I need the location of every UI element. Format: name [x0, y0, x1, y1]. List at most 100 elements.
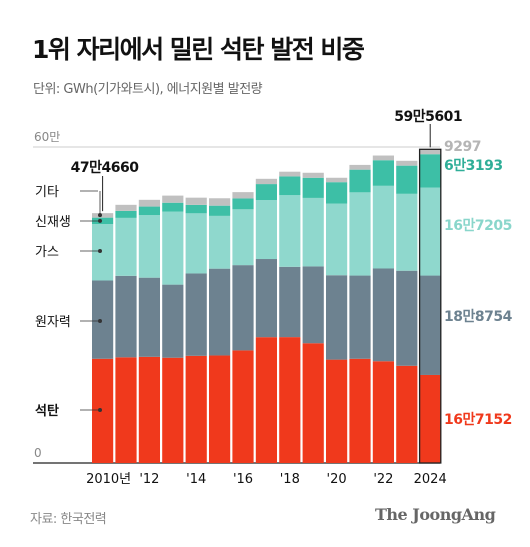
bar-segment-other-2019 [302, 172, 324, 178]
bar-segment-other-2017 [255, 178, 277, 185]
bar-segment-other-2024 [419, 149, 441, 155]
chart-title: 1위 자리에서 밀린 석탄 발전 비중 [32, 35, 365, 64]
bar-segment-renewable-2013 [162, 202, 184, 212]
bar-segment-gas-2019 [302, 197, 324, 267]
bar-segment-other-2020 [326, 177, 348, 183]
value-label-gas: 16만7205 [444, 218, 512, 234]
bar-segment-other-2023 [396, 160, 418, 166]
bar-segment-gas-2015 [209, 215, 231, 269]
bar-segment-nuclear-2022 [372, 268, 394, 362]
bar-segment-renewable-2024 [419, 154, 441, 188]
source-note: 자료: 한국전력 [30, 512, 107, 527]
x-tick-label: '18 [280, 472, 300, 487]
bar-segment-coal-2018 [279, 337, 301, 463]
legend-label-renewable: 신재생 [35, 215, 71, 230]
bar-segment-gas-2011 [115, 217, 137, 276]
bar-segment-other-2021 [349, 164, 371, 170]
x-tick-label: '16 [233, 472, 253, 487]
bar-segment-gas-2013 [162, 211, 184, 285]
x-tick-label: 2024 [414, 472, 447, 487]
bar-segment-coal-2012 [138, 356, 160, 463]
bar-segment-gas-2023 [396, 193, 418, 271]
bar-segment-nuclear-2012 [138, 277, 160, 357]
bar-highlight-2024 [418, 148, 442, 464]
bar-segment-other-2016 [232, 192, 254, 199]
bar-segment-renewable-2021 [349, 169, 371, 193]
bar-segment-other-2015 [209, 198, 231, 206]
bar-segment-gas-2022 [372, 185, 394, 269]
value-label-nuclear: 18만8754 [444, 309, 513, 325]
x-tick-label: '14 [186, 472, 206, 487]
y-tick-label: 60만 [34, 130, 60, 144]
bar-segment-renewable-2018 [279, 176, 301, 196]
bar-segment-renewable-2015 [209, 205, 231, 216]
annotation-total-2010: 47만4660 [71, 160, 140, 176]
bar-segment-gas-2024 [419, 187, 441, 276]
bar-segment-coal-2019 [302, 343, 324, 463]
annotation-total-2024: 59만5601 [394, 109, 462, 125]
legend-dot-other [98, 213, 102, 218]
bar-segment-nuclear-2019 [302, 266, 324, 344]
bar-segment-other-2014 [185, 197, 207, 205]
bar-segment-renewable-2011 [115, 210, 137, 218]
bar-segment-nuclear-2013 [162, 284, 184, 358]
brand-logo: The JoongAng [375, 505, 496, 524]
legend-label-coal: 석탄 [35, 403, 59, 419]
bar-segment-coal-2015 [209, 355, 231, 463]
bar-segment-gas-2021 [349, 192, 371, 276]
bar-segment-coal-2020 [326, 359, 348, 463]
bar-segment-coal-2017 [255, 337, 277, 463]
bar-segment-renewable-2023 [396, 165, 418, 194]
bar-segment-renewable-2014 [185, 204, 207, 214]
bar-segment-coal-2010 [92, 358, 114, 463]
x-tick-label: '20 [327, 472, 347, 487]
bar-segment-nuclear-2020 [326, 275, 348, 360]
bar-segment-gas-2017 [255, 200, 277, 260]
bar-segment-nuclear-2018 [279, 266, 301, 338]
bar-segment-renewable-2016 [232, 198, 254, 210]
bar-segment-nuclear-2011 [115, 275, 137, 358]
bar-segment-gas-2010 [92, 224, 114, 281]
unit-note: 단위: GWh(기가와트시), 에너지원별 발전량 [33, 82, 263, 97]
bar-segment-nuclear-2016 [232, 265, 254, 351]
bar-segment-nuclear-2014 [185, 273, 207, 356]
value-label-renewable: 6만3193 [444, 158, 503, 174]
bar-segment-renewable-2017 [255, 184, 277, 201]
bar-segment-coal-2013 [162, 357, 184, 463]
legend-dot-gas [98, 249, 102, 253]
bar-segment-other-2022 [372, 155, 394, 161]
bar-segment-coal-2023 [396, 365, 418, 463]
bar-segment-renewable-2020 [326, 182, 348, 204]
legend-label-nuclear: 원자력 [35, 315, 71, 330]
bar-segment-gas-2012 [138, 215, 160, 278]
bar-segment-gas-2018 [279, 195, 301, 267]
x-tick-label: '22 [373, 472, 393, 487]
bar-segment-nuclear-2023 [396, 270, 418, 366]
bar-segment-coal-2011 [115, 357, 137, 463]
x-tick-label: '12 [139, 472, 159, 487]
value-label-coal: 16만7152 [444, 412, 512, 428]
bar-segment-coal-2022 [372, 361, 394, 463]
bar-segment-other-2012 [138, 199, 160, 207]
bar-segment-coal-2014 [185, 355, 207, 463]
bar-segment-gas-2014 [185, 213, 207, 274]
bar-segment-gas-2020 [326, 203, 348, 276]
legend-dot-renewable [98, 218, 102, 223]
x-tick-label: 2010년 [86, 472, 131, 487]
bar-segment-nuclear-2015 [209, 268, 231, 356]
bar-segment-nuclear-2021 [349, 275, 371, 359]
bar-segment-other-2010 [92, 213, 114, 218]
legend-dot-coal [98, 408, 102, 412]
bar-segment-other-2013 [162, 195, 184, 203]
y-tick-label: 0 [34, 446, 42, 460]
bar-segment-other-2018 [279, 171, 301, 177]
bar-segment-nuclear-2017 [255, 259, 277, 338]
bar-segment-gas-2016 [232, 209, 254, 266]
legend-label-gas: 가스 [35, 245, 59, 260]
value-label-other: 9297 [444, 139, 481, 155]
bar-segment-renewable-2012 [138, 206, 160, 216]
bar-segment-nuclear-2024 [419, 275, 441, 375]
bar-segment-renewable-2019 [302, 177, 324, 198]
bar-segment-coal-2024 [419, 374, 441, 463]
